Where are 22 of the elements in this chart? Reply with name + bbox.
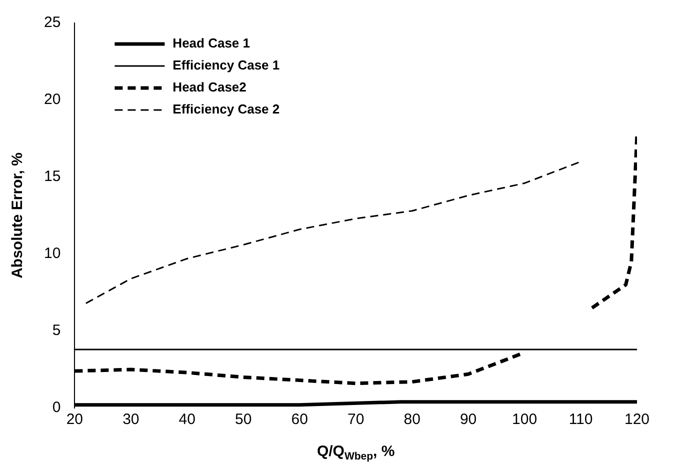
y-tick-label: 10 [44,245,61,262]
x-tick-label: 20 [66,411,84,428]
legend-label: Head Case2 [172,80,246,95]
y-tick-label: 5 [52,322,61,340]
x-tick-label: 120 [624,411,650,428]
x-tick-label: 30 [122,411,140,428]
y-axis-title: Absolute Error, % [9,152,26,278]
x-tick-label: 50 [235,411,252,428]
legend-label: Efficiency Case 1 [172,58,280,73]
legend-label: Efficiency Case 2 [172,102,280,117]
y-tick-label: 20 [44,91,61,108]
x-tick-label: 100 [512,411,538,428]
x-tick-label: 90 [460,411,477,428]
x-tick-label: 110 [568,411,593,428]
x-tick-label: 70 [348,411,364,428]
x-tick-label: 40 [178,411,196,428]
y-tick-label: 15 [44,168,61,186]
x-tick-label: 60 [291,411,308,428]
y-tick-label: 0 [52,399,61,416]
y-tick-label: 25 [44,14,61,32]
x-tick-label: 80 [404,411,420,428]
legend-label: Head Case 1 [172,36,250,51]
